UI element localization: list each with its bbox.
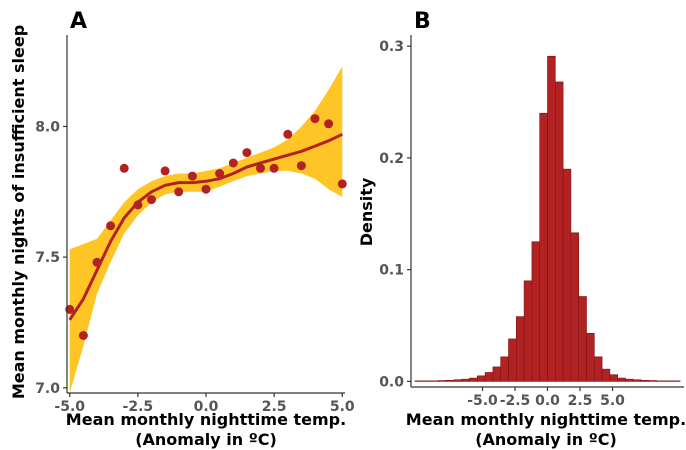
histogram-bar	[640, 379, 650, 382]
x-tick-label: 2.5	[568, 393, 593, 409]
y-tick-label: 8.0	[35, 119, 60, 135]
data-point	[78, 331, 88, 340]
data-point	[187, 171, 197, 181]
x-tick-label: -5.0	[54, 399, 85, 415]
y-tick-label: 7.5	[35, 250, 60, 266]
histogram-bar	[562, 168, 572, 382]
histogram-bar	[531, 241, 541, 382]
histogram-bar	[445, 379, 455, 382]
panel-a-y-label: Mean monthly nights of insufficient slee…	[9, 25, 28, 399]
x-tick-label: -2.5	[123, 399, 154, 415]
histogram-bar	[586, 333, 595, 382]
histogram-bar	[508, 338, 517, 382]
data-point	[92, 257, 102, 267]
y-tick-label: 7.0	[35, 381, 60, 397]
points-layer	[65, 114, 347, 340]
data-point	[324, 119, 334, 129]
histogram-bar	[609, 374, 619, 382]
histogram-bar	[500, 356, 509, 382]
data-point	[201, 184, 211, 194]
panel-b-y-ticks: 0.0 0.1 0.2 0.3	[379, 39, 411, 390]
data-point	[106, 221, 116, 231]
confidence-band-layer	[69, 66, 343, 394]
panel-b-x-ticks: -5.0 -2.5 0.0 2.5 5.0	[467, 387, 625, 409]
y-tick-label: 0.3	[379, 39, 404, 55]
histogram-bar	[578, 296, 587, 382]
x-tick-label: 2.5	[262, 399, 287, 415]
data-point	[269, 163, 279, 173]
panel-b-x-label-line2: (Anomaly in ºC)	[475, 430, 617, 449]
data-point	[283, 129, 293, 139]
y-tick-label: 0.1	[379, 263, 404, 279]
histogram-bar	[570, 232, 580, 382]
y-tick-label: 0.2	[379, 151, 404, 167]
histogram-bar	[671, 380, 681, 382]
data-point	[174, 187, 184, 197]
histogram-bar	[414, 380, 423, 382]
data-point	[147, 195, 156, 205]
data-point	[160, 166, 170, 176]
smooth-trend-line	[68, 132, 343, 321]
smooth-line-layer	[68, 132, 343, 321]
panel-b-y-label: Density	[357, 177, 376, 246]
histogram-bar	[625, 378, 634, 382]
histogram-bar	[539, 112, 548, 382]
data-point	[228, 158, 238, 168]
histogram-bar	[422, 380, 431, 382]
histogram-bars-layer	[414, 55, 681, 382]
data-point	[119, 163, 129, 173]
histogram-bar	[632, 379, 642, 382]
panel-b-histogram: B -5.0 -2.5 0.0 2.5 5.0 0.00.10.20.3 Mean mo…	[357, 9, 686, 449]
histogram-bar	[453, 379, 462, 382]
y-tick-label: 0.0	[379, 374, 404, 390]
histogram-bar	[593, 356, 603, 382]
data-point	[296, 161, 306, 171]
x-tick-label: 0.0	[535, 393, 560, 409]
panel-a-letter: A	[70, 9, 87, 34]
histogram-bar	[648, 380, 658, 382]
panel-a-scatter: A -5.0 -2.5 0.0 2.5 5.0 7.0 7.5 8.0 Mean month…	[9, 9, 355, 449]
data-point	[337, 179, 347, 189]
panel-a-x-label-line2: (Anomaly in ºC)	[135, 430, 277, 449]
x-tick-label: -5.0	[467, 393, 498, 409]
histogram-bar	[617, 377, 626, 382]
data-point	[215, 169, 225, 178]
data-point	[310, 114, 320, 124]
histogram-bar	[523, 280, 533, 382]
x-tick-label: 5.0	[330, 399, 355, 415]
panel-a-x-label-line1: Mean monthly nighttime temp.	[66, 410, 346, 429]
data-point	[133, 200, 143, 210]
histogram-bar	[664, 380, 673, 382]
histogram-bar	[492, 366, 501, 382]
histogram-bar	[461, 378, 470, 382]
panel-b-x-label-line1: Mean monthly nighttime temp.	[406, 410, 686, 429]
panel-b-letter: B	[414, 9, 431, 34]
histogram-bar	[437, 380, 447, 382]
x-tick-label: -2.5	[500, 393, 531, 409]
data-point	[256, 163, 265, 173]
panel-a-x-ticks: -5.0 -2.5 0.0 2.5 5.0	[54, 393, 355, 415]
data-point	[242, 148, 252, 158]
histogram-bar	[469, 377, 478, 382]
histogram-bar	[554, 81, 564, 382]
histogram-bar	[476, 375, 486, 382]
panel-a-y-ticks: 7.0 7.5 8.0	[35, 119, 67, 397]
x-tick-label: 0.0	[194, 399, 219, 415]
x-tick-label: 5.0	[600, 393, 625, 409]
histogram-bar	[484, 372, 494, 382]
histogram-bar	[547, 55, 556, 382]
confidence-band	[69, 66, 343, 394]
histogram-bar	[515, 316, 525, 382]
histogram-bar	[656, 380, 665, 382]
histogram-bar	[430, 380, 439, 382]
histogram-bar	[601, 368, 611, 382]
